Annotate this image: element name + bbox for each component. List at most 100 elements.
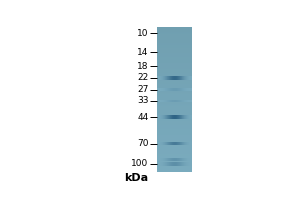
Bar [157, 55, 192, 56]
Bar [157, 61, 192, 62]
Bar [157, 145, 192, 146]
Bar [157, 139, 192, 140]
Bar [157, 106, 192, 107]
Bar [157, 85, 192, 86]
Bar [157, 170, 192, 171]
Bar [157, 87, 192, 88]
Bar [157, 138, 192, 139]
Bar [157, 108, 192, 109]
Bar [157, 42, 192, 43]
Bar [157, 105, 192, 106]
Bar [157, 114, 192, 115]
Bar [157, 96, 192, 97]
Bar [157, 45, 192, 46]
Bar [157, 163, 192, 164]
Bar [157, 161, 192, 162]
Bar [157, 66, 192, 67]
Text: 44: 44 [137, 113, 148, 122]
Bar [157, 57, 192, 58]
Bar [157, 32, 192, 33]
Bar [157, 128, 192, 129]
Bar [157, 102, 192, 103]
Text: 10: 10 [137, 29, 148, 38]
Bar [157, 54, 192, 55]
Bar [157, 49, 192, 50]
Bar [157, 104, 192, 105]
Bar [157, 70, 192, 71]
Bar [157, 129, 192, 130]
Bar [157, 167, 192, 168]
Bar [157, 101, 192, 102]
Bar [157, 95, 192, 96]
Text: 14: 14 [137, 48, 148, 57]
Bar [157, 135, 192, 136]
Bar [157, 158, 192, 159]
Bar [157, 98, 192, 99]
Bar [157, 100, 192, 101]
Bar [157, 107, 192, 108]
Bar [157, 169, 192, 170]
Bar [157, 47, 192, 48]
Text: 18: 18 [137, 62, 148, 71]
Bar [157, 164, 192, 165]
Bar [157, 119, 192, 120]
Bar [157, 69, 192, 70]
Bar [157, 165, 192, 166]
Bar [157, 40, 192, 41]
Bar [157, 157, 192, 158]
Bar [157, 134, 192, 135]
Bar [157, 41, 192, 42]
Bar [157, 28, 192, 29]
Bar [157, 123, 192, 124]
Bar [157, 36, 192, 37]
Bar [157, 38, 192, 39]
Bar [157, 140, 192, 141]
Bar [157, 144, 192, 145]
Bar [157, 91, 192, 92]
Bar [157, 124, 192, 125]
Bar [157, 97, 192, 98]
Bar [157, 67, 192, 68]
Bar [157, 75, 192, 76]
Bar [157, 35, 192, 36]
Bar [157, 147, 192, 148]
Bar [157, 151, 192, 152]
Bar [157, 120, 192, 121]
Bar [157, 72, 192, 73]
Bar [157, 136, 192, 137]
Bar [157, 162, 192, 163]
Bar [157, 117, 192, 118]
Bar [157, 121, 192, 122]
Bar [157, 130, 192, 131]
Bar [157, 149, 192, 150]
Bar [157, 146, 192, 147]
Bar [157, 110, 192, 111]
Bar [157, 142, 192, 143]
Bar [157, 53, 192, 54]
Bar [157, 99, 192, 100]
Bar [157, 78, 192, 79]
Bar [157, 58, 192, 59]
Bar [157, 48, 192, 49]
Bar [157, 71, 192, 72]
Bar [157, 63, 192, 64]
Bar [157, 62, 192, 63]
Bar [157, 44, 192, 45]
Bar [157, 132, 192, 133]
Bar [157, 111, 192, 112]
Bar [157, 34, 192, 35]
Bar [157, 109, 192, 110]
Bar [157, 166, 192, 167]
Bar [157, 89, 192, 90]
Bar [157, 77, 192, 78]
Bar [157, 153, 192, 154]
Bar [157, 68, 192, 69]
Bar [157, 112, 192, 113]
Bar [157, 90, 192, 91]
Bar [157, 141, 192, 142]
Bar [157, 92, 192, 93]
Bar [157, 115, 192, 116]
Bar [157, 27, 192, 28]
Bar [157, 29, 192, 30]
Bar [157, 137, 192, 138]
